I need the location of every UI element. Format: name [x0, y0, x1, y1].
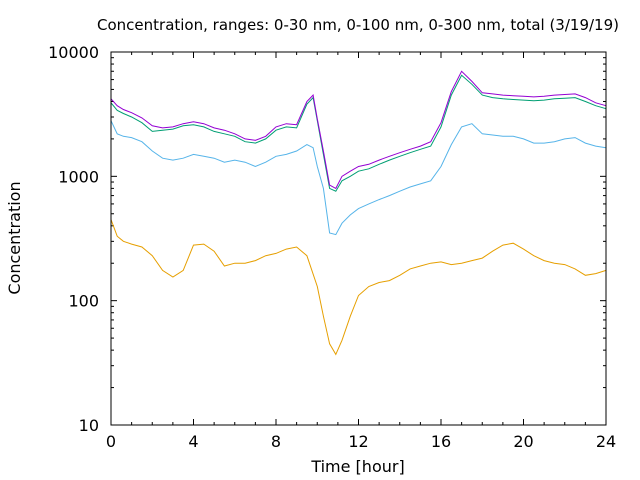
y-axis-label: Concentration: [5, 181, 24, 294]
x-axis-label: Time [hour]: [310, 457, 404, 476]
y-tick-label: 10: [79, 416, 99, 435]
x-tick-label: 24: [596, 432, 616, 451]
x-tick-label: 8: [271, 432, 281, 451]
x-tick-label: 12: [348, 432, 368, 451]
y-tick-label: 10000: [48, 43, 99, 62]
series-line-1: [110, 219, 607, 356]
chart-title: Concentration, ranges: 0-30 nm, 0-100 nm…: [97, 16, 619, 34]
series-line-4: [110, 70, 607, 190]
series-line-2: [110, 120, 607, 236]
x-tick-label: 20: [513, 432, 533, 451]
x-tick-label: 0: [106, 432, 116, 451]
x-tick-label: 16: [431, 432, 451, 451]
series-layer: [110, 70, 607, 356]
plot-frame: [110, 51, 607, 426]
series-line-3: [110, 74, 607, 192]
x-tick-label: 4: [188, 432, 198, 451]
ticks-layer: 0 4 8 12 16 20 24 10 100 1000 10000: [48, 43, 616, 451]
y-tick-label: 100: [68, 292, 99, 311]
y-tick-label: 1000: [58, 167, 99, 186]
